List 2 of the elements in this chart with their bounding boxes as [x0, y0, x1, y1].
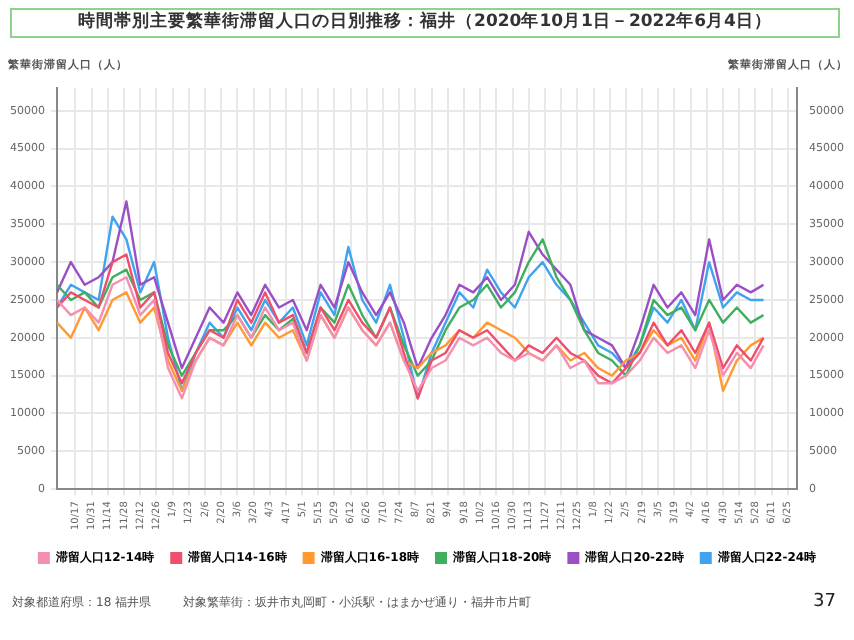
chart-title: 時間帯別主要繁華街滞留人口の日別推移：福井（2020年10月1日－2022年6月4日） — [10, 8, 840, 38]
text: 37 — [813, 592, 836, 612]
